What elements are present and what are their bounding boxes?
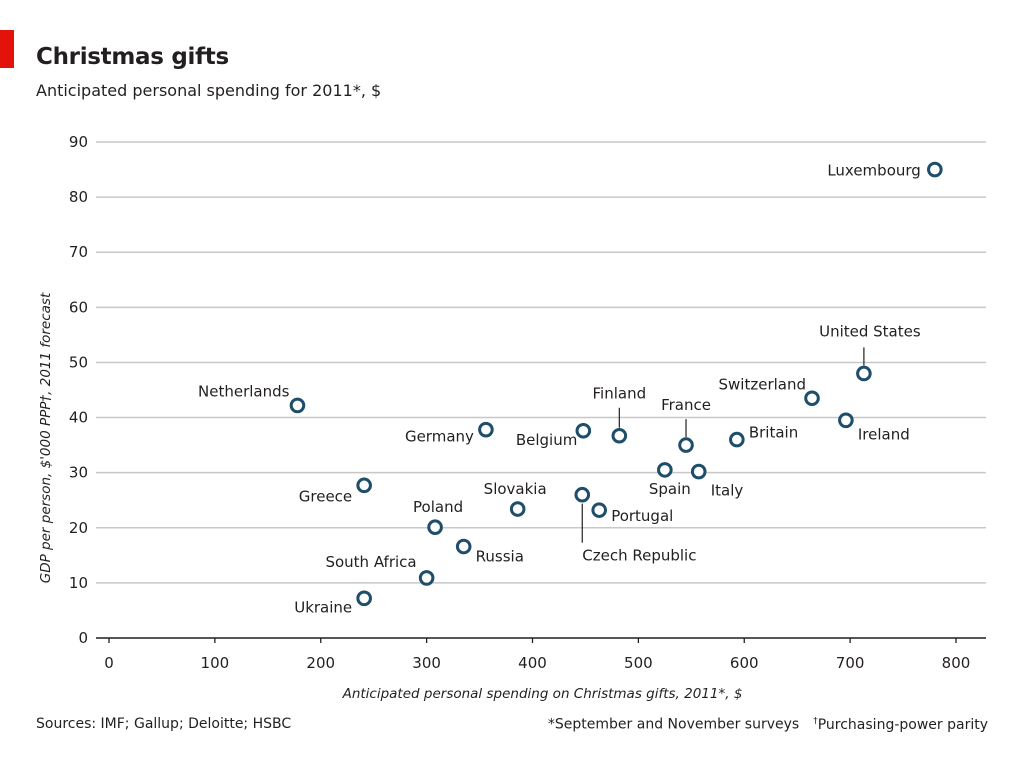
y-axis-title: GDP per person, $'000 PPP†, 2011 forecas… [38,292,54,583]
chart-subtitle: Anticipated personal spending for 2011*,… [36,81,382,100]
data-label: Germany [405,428,474,446]
data-point [690,463,707,480]
ppp-footnote-text: Purchasing-power parity [817,716,988,733]
data-point [611,427,628,444]
data-point [289,397,306,414]
x-tick-label: 700 [836,654,865,672]
data-point [418,570,435,586]
survey-footnote: *September and November surveys [547,716,800,733]
x-tick-label: 500 [624,654,653,672]
dagger-mark: † [813,716,818,726]
data-label: Finland [593,385,647,403]
data-point [478,421,494,438]
data-point [591,502,608,518]
y-tick-label: 0 [78,629,88,647]
y-tick-label: 30 [69,464,88,482]
data-label: Slovakia [484,480,547,498]
data-point [509,501,526,517]
data-label: Spain [649,480,691,498]
data-point [574,486,591,503]
data-label: Ireland [858,425,910,443]
data-label: Switzerland [719,375,807,393]
ppp-footnote: †Purchasing-power parity [813,716,988,733]
x-tick-label: 200 [306,654,335,672]
data-point [657,462,673,478]
y-tick-label: 90 [69,133,88,151]
data-point [927,161,943,178]
data-point [356,477,372,494]
data-label: Greece [299,487,352,505]
data-point [729,431,745,448]
data-label: France [661,396,711,414]
x-axis-title: Anticipated personal spending on Christm… [342,686,743,702]
data-label: Luxembourg [827,162,921,180]
data-label: Russia [476,548,524,566]
data-point [356,590,372,607]
data-point [455,538,472,555]
data-point [856,365,872,382]
data-label: Czech Republic [582,547,696,565]
data-point [678,437,694,453]
y-tick-label: 80 [69,188,88,206]
sources-note: Sources: IMF; Gallup; Deloitte; HSBC [36,716,292,732]
x-tick-label: 600 [730,654,759,672]
y-tick-label: 60 [69,298,88,316]
y-tick-label: 50 [69,353,88,371]
brand-red-tab [0,30,14,68]
data-label: Belgium [516,431,578,449]
x-tick-label: 800 [942,654,971,672]
data-point [804,390,820,407]
data-label: Portugal [611,507,673,525]
footnotes: *September and November surveys †Purchasi… [548,716,988,733]
data-point [575,422,592,439]
data-label: Britain [749,424,798,442]
x-tick-label: 0 [104,654,114,672]
data-label: South Africa [325,553,416,571]
chart-title: Christmas gifts [36,44,229,70]
data-point [838,412,854,429]
data-label: United States [819,322,921,340]
data-label: Poland [413,498,463,516]
x-tick-label: 100 [201,654,230,672]
data-label: Ukraine [294,598,352,616]
y-tick-label: 10 [69,574,88,592]
x-tick-label: 400 [518,654,547,672]
y-tick-label: 20 [69,519,88,537]
y-tick-label: 40 [69,409,88,427]
data-label: Netherlands [198,382,290,400]
data-point [427,519,443,536]
y-tick-label: 70 [69,243,88,261]
x-tick-label: 300 [412,654,441,672]
data-label: Italy [711,482,744,500]
